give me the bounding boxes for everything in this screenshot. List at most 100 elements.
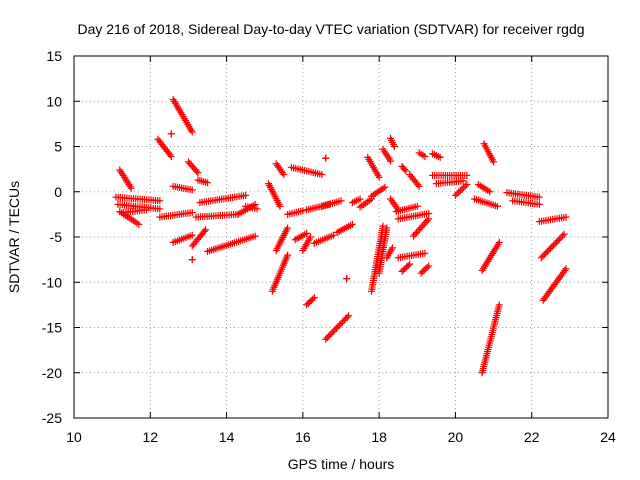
data-point-marker: [413, 229, 421, 237]
data-series-arc: [184, 158, 202, 177]
data-series-arc: [196, 191, 250, 207]
data-point-marker: [560, 230, 568, 238]
x-tick-label: 20: [448, 429, 464, 445]
data-series-arc: [322, 154, 330, 162]
y-tick-label: -20: [42, 365, 62, 381]
data-point-marker: [406, 260, 414, 268]
data-series-arc: [348, 195, 364, 207]
data-point-marker: [425, 215, 433, 223]
data-point-marker: [356, 195, 364, 203]
x-tick-labels: 10 12 14 16 18 20 22 24: [66, 429, 616, 445]
data-point-marker: [383, 224, 391, 232]
data-series-arc: [310, 231, 337, 247]
data-point-marker: [342, 315, 350, 323]
data-point-marker: [345, 312, 353, 320]
data-point-marker: [539, 252, 547, 260]
data-point-marker: [334, 323, 342, 331]
data-series-arc: [406, 171, 423, 190]
data-point-marker: [166, 151, 174, 159]
data-series-arc: [539, 265, 570, 304]
data-point-marker: [323, 334, 331, 342]
data-point-marker: [188, 256, 196, 264]
data-point-marker: [310, 294, 318, 302]
data-point-marker: [381, 183, 389, 191]
data-point-marker: [414, 181, 422, 189]
data-point-marker: [436, 153, 444, 161]
data-point-marker: [135, 220, 143, 228]
data-point-marker: [493, 202, 501, 210]
data-markers: [112, 95, 570, 377]
x-tick-label: 24: [600, 429, 616, 445]
data-series-arc: [188, 256, 196, 264]
data-series-arc: [509, 197, 543, 208]
data-point-marker: [535, 200, 543, 208]
data-point-marker: [322, 335, 330, 343]
data-point-marker: [423, 217, 431, 225]
data-point-marker: [388, 244, 396, 252]
data-point-marker: [421, 249, 429, 257]
plot-border: [73, 55, 609, 419]
data-point-marker: [425, 262, 433, 270]
data-point-marker: [194, 169, 202, 177]
data-series-arc: [394, 249, 429, 262]
data-series-arc: [387, 195, 402, 214]
data-point-marker: [188, 209, 196, 217]
y-tick-label: 0: [54, 184, 62, 200]
data-series-arc: [303, 294, 318, 309]
data-point-marker: [329, 231, 337, 239]
data-point-marker: [343, 275, 351, 283]
data-point-marker: [542, 249, 550, 257]
data-point-marker: [559, 232, 567, 240]
data-series-arc: [364, 153, 383, 181]
data-point-marker: [537, 254, 545, 262]
data-series-arc: [432, 177, 467, 188]
data-point-marker: [142, 206, 150, 214]
data-series-arc: [535, 213, 570, 226]
data-point-marker: [451, 191, 459, 199]
data-series-arc: [379, 145, 395, 165]
data-point-marker: [486, 188, 494, 196]
data-point-marker: [456, 187, 464, 195]
data-series-arc: [120, 206, 150, 217]
data-series-arc: [318, 197, 345, 210]
data-series-arc: [169, 231, 196, 246]
data-point-marker: [340, 316, 348, 324]
data-series-arc: [268, 251, 292, 295]
data-point-marker: [284, 251, 292, 259]
data-series-arc: [398, 260, 414, 275]
data-point-marker: [306, 233, 314, 241]
data-series-arc: [194, 176, 211, 187]
data-series-arc: [375, 224, 391, 277]
data-point-marker: [326, 331, 334, 339]
data-point-marker: [167, 130, 175, 138]
data-point-marker: [556, 235, 564, 243]
data-series-arc: [503, 189, 543, 201]
data-point-marker: [402, 167, 410, 175]
y-tick-label: -15: [42, 320, 62, 336]
data-point-marker: [548, 243, 556, 251]
data-series-arc: [417, 262, 433, 277]
data-point-marker: [495, 301, 503, 309]
data-series-arc: [299, 233, 314, 255]
data-point-marker: [422, 218, 430, 226]
data-point-marker: [299, 207, 307, 215]
chart-title: Day 216 of 2018, Sidereal Day-to-day VTE…: [77, 21, 584, 37]
data-point-marker: [413, 202, 421, 210]
data-point-marker: [459, 177, 467, 185]
data-series-arc: [169, 95, 196, 136]
data-point-marker: [331, 326, 339, 334]
data-point-marker: [420, 220, 428, 228]
data-point-marker: [156, 197, 164, 205]
y-tick-label: -25: [42, 410, 62, 426]
data-series-arc: [394, 209, 433, 223]
data-point-marker: [546, 244, 554, 252]
data-point-marker: [490, 158, 498, 166]
data-point-marker: [390, 143, 398, 150]
data-point-marker: [337, 320, 345, 328]
data-series-arc: [204, 232, 259, 255]
data-point-marker: [411, 230, 419, 238]
data-series-arc: [156, 209, 196, 221]
y-tick-label: -10: [42, 274, 62, 290]
data-series-arc: [333, 220, 356, 236]
data-point-marker: [461, 182, 469, 190]
